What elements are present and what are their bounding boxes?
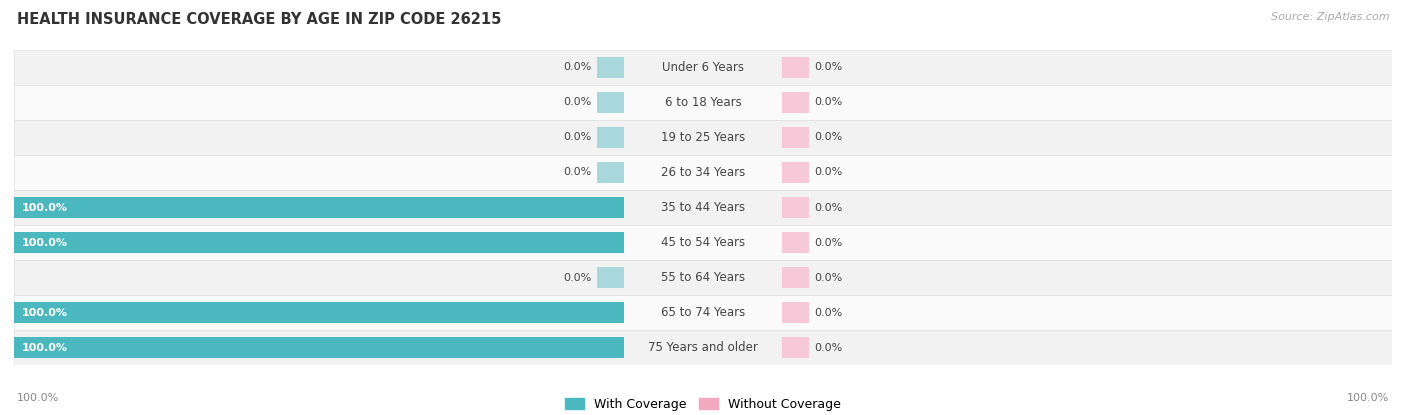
Text: 65 to 74 Years: 65 to 74 Years (661, 306, 745, 319)
Text: 0.0%: 0.0% (814, 308, 842, 317)
Bar (14, 190, 1392, 225)
Bar (783, 57, 808, 78)
Text: 100.0%: 100.0% (1347, 393, 1389, 403)
Text: HEALTH INSURANCE COVERAGE BY AGE IN ZIP CODE 26215: HEALTH INSURANCE COVERAGE BY AGE IN ZIP … (17, 12, 502, 27)
Text: 0.0%: 0.0% (564, 132, 592, 142)
Bar (14, 155, 1392, 190)
Text: 0.0%: 0.0% (564, 273, 592, 283)
Bar (14, 337, 623, 358)
Text: 45 to 54 Years: 45 to 54 Years (661, 236, 745, 249)
Bar (14, 260, 1392, 295)
Bar (14, 120, 1392, 155)
Text: 0.0%: 0.0% (814, 343, 842, 353)
Bar (783, 162, 808, 183)
Text: 100.0%: 100.0% (22, 308, 67, 317)
Bar (14, 295, 1392, 330)
Bar (783, 302, 808, 323)
Bar (598, 127, 623, 148)
Text: 0.0%: 0.0% (814, 98, 842, 107)
Text: 0.0%: 0.0% (564, 98, 592, 107)
Text: 100.0%: 100.0% (22, 343, 67, 353)
Text: Under 6 Years: Under 6 Years (662, 61, 744, 74)
Bar (783, 232, 808, 253)
Legend: With Coverage, Without Coverage: With Coverage, Without Coverage (561, 393, 845, 415)
Bar (598, 267, 623, 288)
Bar (598, 162, 623, 183)
Text: 0.0%: 0.0% (564, 62, 592, 72)
Text: 19 to 25 Years: 19 to 25 Years (661, 131, 745, 144)
Bar (783, 337, 808, 358)
Bar (783, 127, 808, 148)
Bar (14, 302, 623, 323)
Text: 0.0%: 0.0% (814, 237, 842, 247)
Bar (14, 225, 1392, 260)
Bar (783, 92, 808, 113)
Text: 0.0%: 0.0% (564, 168, 592, 178)
Bar (14, 232, 623, 253)
Text: 0.0%: 0.0% (814, 273, 842, 283)
Text: 0.0%: 0.0% (814, 132, 842, 142)
Bar (14, 85, 1392, 120)
Text: 6 to 18 Years: 6 to 18 Years (665, 96, 741, 109)
Text: 100.0%: 100.0% (22, 237, 67, 247)
Text: Source: ZipAtlas.com: Source: ZipAtlas.com (1271, 12, 1389, 22)
Text: 55 to 64 Years: 55 to 64 Years (661, 271, 745, 284)
Bar (14, 330, 1392, 365)
Text: 35 to 44 Years: 35 to 44 Years (661, 201, 745, 214)
Bar (14, 197, 623, 218)
Text: 100.0%: 100.0% (22, 203, 67, 212)
Text: 75 Years and older: 75 Years and older (648, 341, 758, 354)
Bar (598, 92, 623, 113)
Text: 100.0%: 100.0% (17, 393, 59, 403)
Text: 0.0%: 0.0% (814, 203, 842, 212)
Text: 0.0%: 0.0% (814, 62, 842, 72)
Text: 0.0%: 0.0% (814, 168, 842, 178)
Bar (783, 267, 808, 288)
Bar (783, 197, 808, 218)
Bar (14, 50, 1392, 85)
Text: 26 to 34 Years: 26 to 34 Years (661, 166, 745, 179)
Bar (598, 57, 623, 78)
